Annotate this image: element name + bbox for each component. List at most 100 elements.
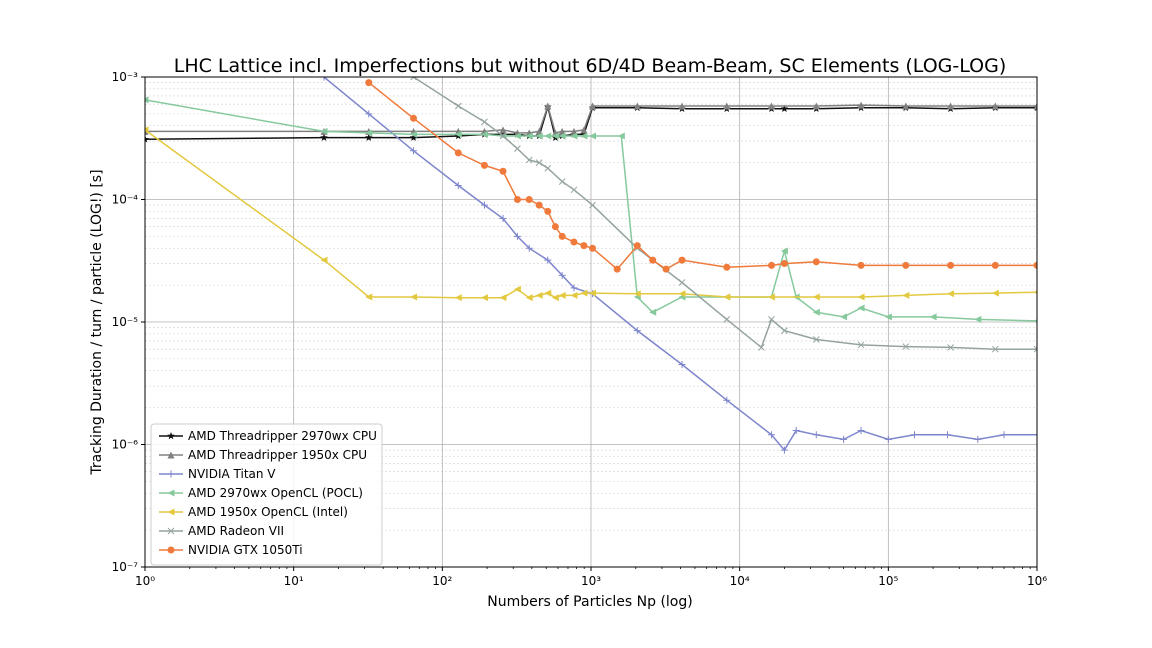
- data-point: [1000, 431, 1008, 439]
- data-point: [499, 214, 507, 222]
- data-point: [613, 265, 621, 273]
- legend-item: NVIDIA Titan V: [159, 467, 276, 481]
- data-point: [857, 101, 865, 109]
- data-point: [1033, 431, 1037, 439]
- data-point: [558, 291, 566, 299]
- data-point: [768, 261, 776, 269]
- series-line: [368, 82, 1037, 271]
- data-point: [974, 435, 982, 443]
- data-point: [758, 344, 765, 351]
- data-point: [410, 293, 418, 301]
- legend-marker: [167, 451, 175, 459]
- data-point: [812, 431, 820, 439]
- data-point: [480, 130, 488, 138]
- data-point: [723, 396, 731, 404]
- data-point: [535, 132, 543, 140]
- legend-item: NVIDIA GTX 1050Ti: [159, 543, 303, 557]
- data-point: [580, 242, 588, 250]
- data-point: [580, 126, 588, 134]
- data-point: [320, 77, 328, 81]
- data-point: [365, 110, 373, 118]
- series-3: [145, 96, 1037, 323]
- data-point: [589, 102, 597, 110]
- data-point: [145, 126, 149, 134]
- data-point: [723, 316, 731, 323]
- data-point: [551, 132, 559, 140]
- data-point: [480, 201, 488, 209]
- data-point: [499, 130, 507, 138]
- data-point: [410, 130, 418, 138]
- data-point: [723, 293, 731, 301]
- y-tick-label: 10⁻⁴: [112, 193, 139, 207]
- legend-marker: [167, 489, 175, 497]
- data-point: [768, 431, 776, 439]
- data-point: [145, 135, 149, 143]
- data-point: [365, 79, 373, 87]
- data-point: [902, 291, 910, 299]
- data-point: [365, 293, 373, 301]
- data-point: [513, 196, 521, 203]
- data-point: [678, 102, 686, 110]
- data-point: [525, 294, 533, 302]
- data-point: [544, 132, 552, 140]
- legend-label: NVIDIA GTX 1050Ti: [188, 543, 303, 557]
- legend-item: AMD Threadripper 1950x CPU: [159, 448, 367, 462]
- ticks: 10⁰ 10¹ 10² 10³ 10⁴ 10⁵ 10⁶ 10⁻⁷ 10⁻⁶ 10⁻⁵ 10⁻⁴ 10⁻…: [112, 70, 1048, 588]
- data-point: [884, 313, 892, 321]
- series-line: [413, 77, 1037, 350]
- data-point: [558, 232, 566, 240]
- data-point: [812, 258, 820, 266]
- legend-label: NVIDIA Titan V: [188, 467, 276, 481]
- data-point: [947, 261, 955, 269]
- data-point: [947, 344, 954, 351]
- data-point: [558, 178, 566, 185]
- x-tick-label: 10⁴: [730, 574, 750, 588]
- y-tick-label: 10⁻⁵: [112, 315, 139, 329]
- data-point: [558, 132, 566, 140]
- legend-label: AMD Radeon VII: [188, 524, 284, 538]
- data-point: [911, 431, 919, 439]
- data-point: [365, 129, 373, 137]
- data-point: [617, 132, 625, 140]
- data-point: [410, 147, 418, 155]
- data-point: [1033, 319, 1037, 323]
- data-point: [480, 161, 488, 169]
- y-tick-label: 10⁻⁷: [112, 560, 139, 574]
- data-point: [781, 327, 788, 334]
- data-point: [570, 186, 578, 194]
- data-point: [812, 293, 820, 301]
- data-point: [857, 293, 865, 301]
- data-point: [1033, 261, 1037, 269]
- data-point: [499, 126, 507, 134]
- data-point: [454, 149, 462, 157]
- data-point: [558, 127, 566, 135]
- data-point: [1033, 345, 1037, 353]
- data-point: [780, 260, 788, 268]
- data-point: [535, 201, 543, 209]
- data-point: [857, 341, 865, 349]
- data-point: [410, 77, 417, 81]
- legend-label: AMD 2970wx OpenCL (POCL): [188, 486, 363, 500]
- data-point: [570, 238, 578, 246]
- data-point: [902, 261, 910, 269]
- series-line: [145, 103, 1037, 134]
- data-point: [454, 102, 462, 110]
- series-5: [410, 77, 1037, 353]
- data-point: [525, 244, 533, 252]
- data-point: [454, 294, 462, 302]
- data-point: [840, 435, 848, 443]
- series-2: [320, 77, 1037, 454]
- data-point: [902, 343, 910, 350]
- data-point: [535, 127, 543, 135]
- data-point: [991, 289, 999, 297]
- data-point: [570, 127, 578, 135]
- data-point: [947, 102, 955, 110]
- data-point: [499, 132, 507, 140]
- x-axis-label: Numbers of Particles Np (log): [487, 594, 692, 610]
- data-point: [649, 308, 657, 316]
- data-point: [678, 290, 686, 298]
- data-point: [792, 427, 800, 435]
- series-line: [145, 129, 1037, 299]
- data-point: [320, 256, 328, 264]
